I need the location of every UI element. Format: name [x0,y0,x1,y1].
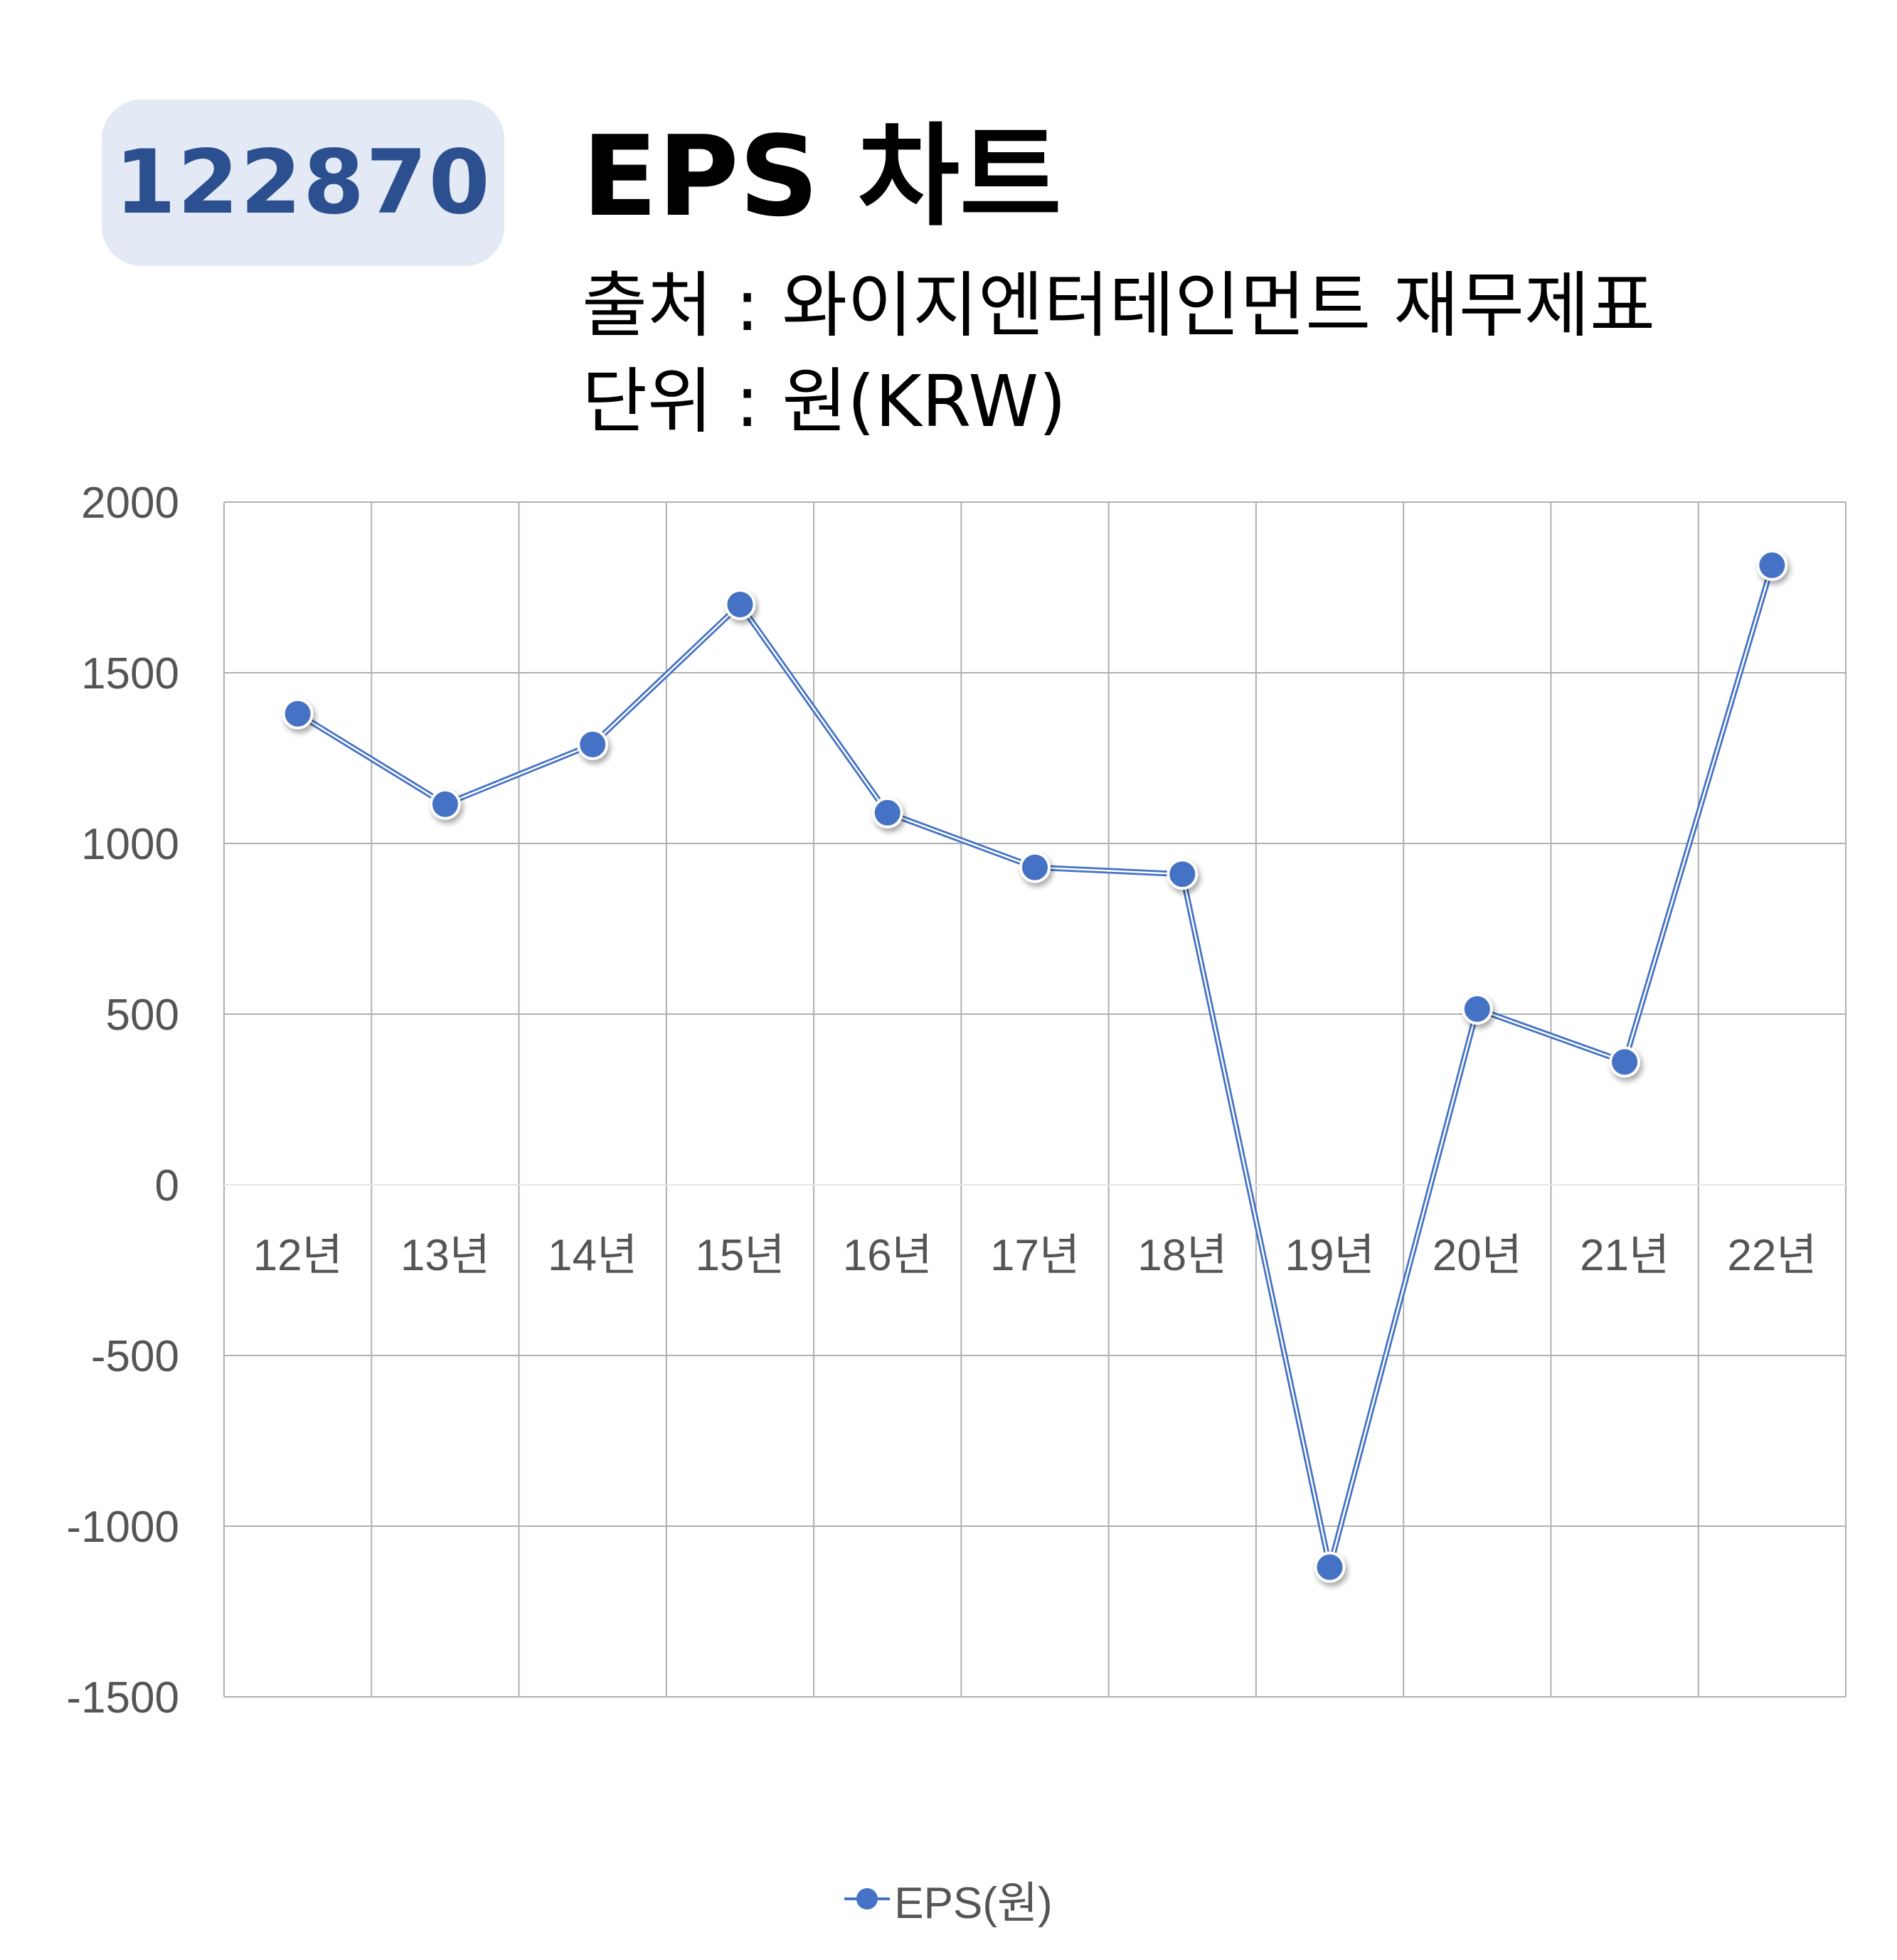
data-point [1756,549,1788,581]
y-tick-label: 2000 [81,479,179,528]
x-tick-label: 21년 [1580,1231,1669,1280]
chart-title: EPS 차트 [582,112,1062,241]
y-tick-label: 1000 [81,820,179,869]
legend-label: EPS(원) [894,1879,1053,1928]
data-point [1019,851,1051,883]
legend: EPS(원) [0,1867,1897,1931]
x-tick-label: 17년 [990,1231,1080,1280]
data-point [282,698,314,730]
x-tick-label: 18년 [1137,1231,1227,1280]
data-point [1167,858,1199,890]
data-point [1461,993,1493,1025]
data-point [1314,1551,1346,1583]
grid [223,501,1846,1698]
x-tick-label: 22년 [1727,1231,1817,1280]
stock-code-badge: 122870 [102,100,504,266]
unit-line: 단위 : 원(KRW) [582,360,1067,443]
source-line: 출처 : 와이지엔터테인먼트 재무제표 [582,264,1656,347]
x-tick-label: 15년 [695,1231,785,1280]
x-axis-ticks: 12년 13년 14년 15년 16년 17년 18년 19년 20년 21년 22년 [253,1231,1817,1280]
data-point [724,589,756,620]
y-axis-ticks: 2000 1500 1000 500 0 -500 -1000 -1500 [66,479,179,1722]
data-point [871,797,903,829]
y-tick-label: 1500 [81,649,179,698]
x-tick-label: 12년 [253,1231,343,1280]
eps-line-chart: 2000 1500 1000 500 0 -500 -1000 -1500 12년 13년 14년… [66,479,1846,1722]
data-point [1609,1046,1641,1078]
x-tick-label: 16년 [843,1231,932,1280]
y-tick-label: -500 [91,1332,179,1381]
y-tick-label: -1000 [66,1503,179,1552]
series-eps [282,549,1788,1583]
x-tick-label: 19년 [1285,1231,1375,1280]
x-tick-label: 13년 [400,1231,490,1280]
x-tick-label: 20년 [1433,1231,1522,1280]
data-point [577,728,609,760]
y-tick-label: -1500 [66,1673,179,1722]
y-tick-label: 500 [106,991,179,1040]
stock-code: 122870 [115,132,491,234]
x-tick-label: 14년 [548,1231,637,1280]
data-point [429,788,461,820]
y-tick-label: 0 [155,1161,179,1210]
legend-marker [844,1888,891,1910]
